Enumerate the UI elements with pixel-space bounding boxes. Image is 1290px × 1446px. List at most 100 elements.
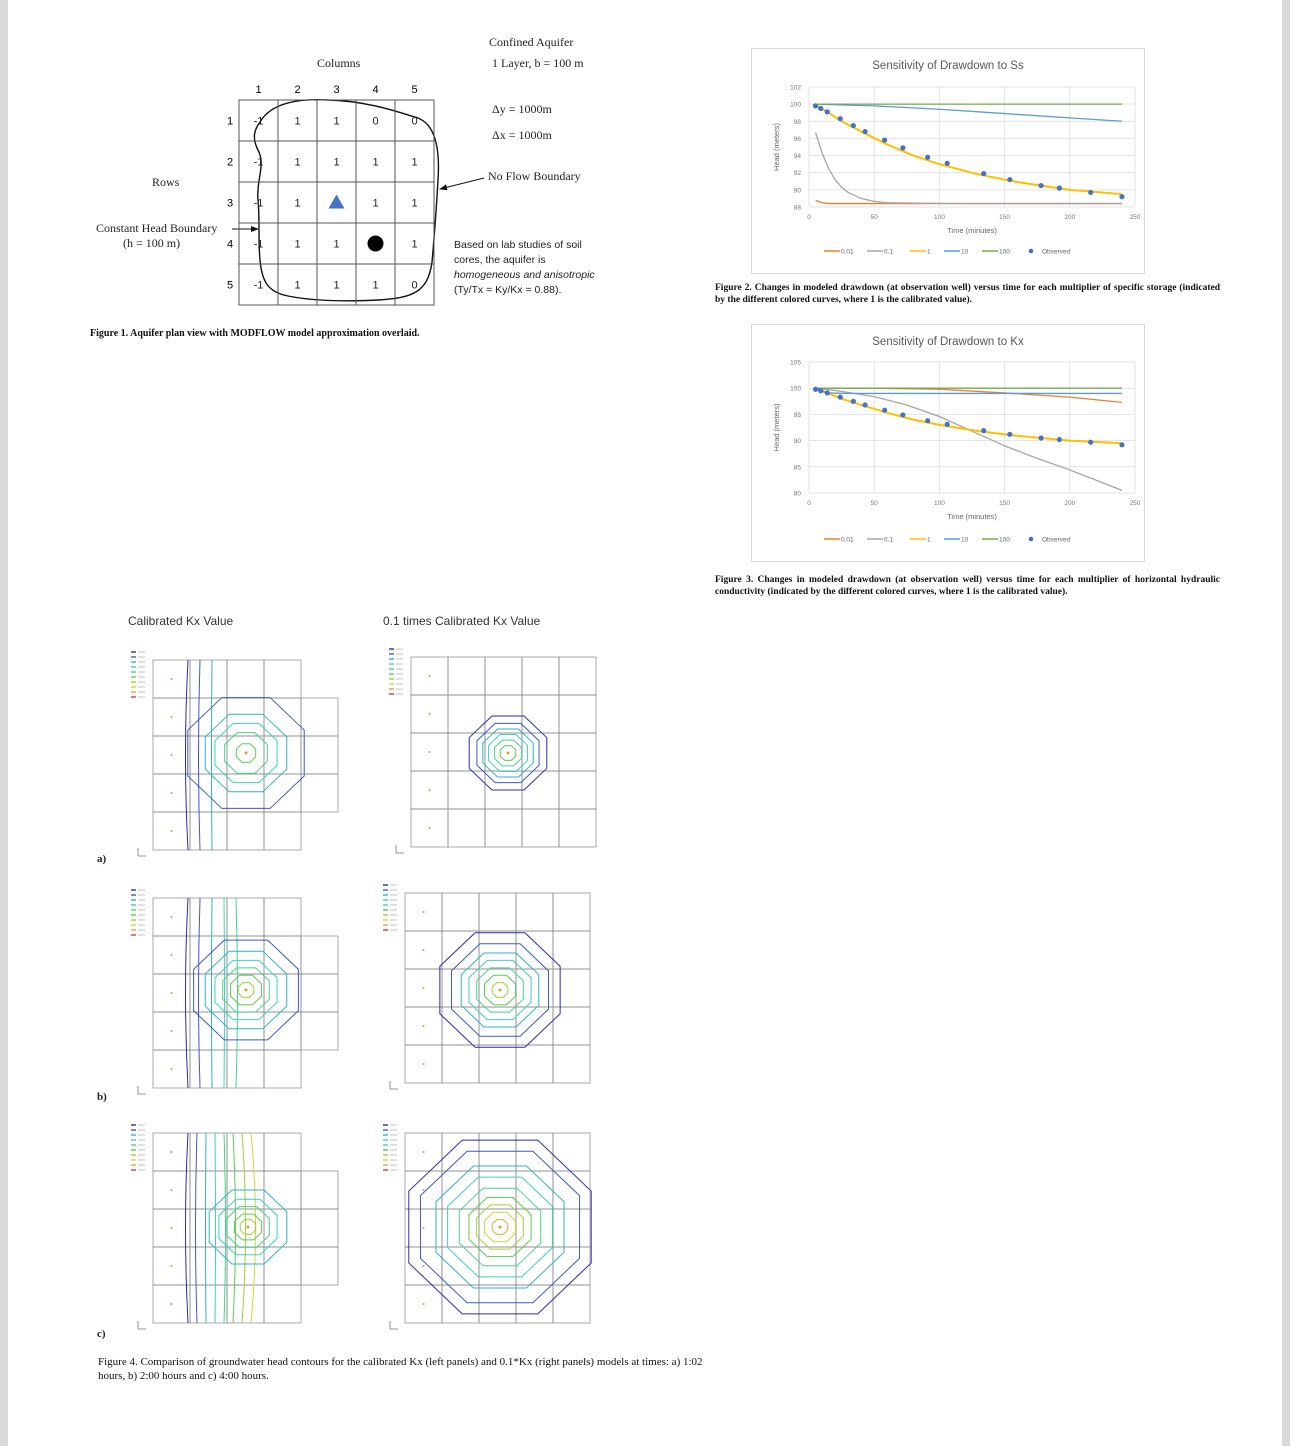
legend-label: 0.01 <box>841 249 854 256</box>
rows-label: Rows <box>152 175 180 189</box>
column-number: 3 <box>333 84 339 96</box>
no-flow-arrow <box>439 177 485 191</box>
row-number: 5 <box>227 280 233 292</box>
constant-head-marker <box>422 1025 425 1027</box>
constant-head-marker <box>170 954 173 956</box>
cell-value: 1 <box>411 198 417 210</box>
head-contour-ring <box>499 745 517 761</box>
model-grid-cell <box>558 770 597 810</box>
constant-head-marker <box>422 987 425 989</box>
column-number: 2 <box>294 84 300 96</box>
aquifer-boundary-outline <box>253 98 440 302</box>
head-contour-line <box>198 659 201 851</box>
model-grid-cell <box>552 930 591 970</box>
head-contour-ring <box>468 715 548 791</box>
constant-head-marker <box>170 754 173 756</box>
constant-head-marker <box>170 1068 173 1070</box>
head-contour-ring <box>208 1189 288 1265</box>
model-grid-cell <box>263 1246 302 1286</box>
constant-head-marker <box>170 1030 173 1032</box>
axis-orientation-icon <box>389 1081 398 1090</box>
series-line-1 <box>815 387 1123 445</box>
cell-value: 1 <box>294 116 300 128</box>
constant-head-marker <box>422 1265 425 1267</box>
grid-cell <box>394 263 435 306</box>
constant-head-marker <box>422 911 425 913</box>
cell-value: -1 <box>254 280 264 292</box>
observed-point <box>882 137 888 143</box>
observed-point <box>850 122 856 129</box>
model-grid-cell <box>226 1011 265 1051</box>
column-number: 5 <box>411 84 417 96</box>
model-grid-cell <box>558 656 597 696</box>
model-grid-cell <box>441 1170 480 1210</box>
head-contour-ring <box>224 732 268 774</box>
constant-head-marker <box>422 949 425 951</box>
chart-kx: Sensitivity of Drawdown to Kx 80 85 90 95 100… <box>751 324 1145 562</box>
legend-label: 100 <box>999 249 1010 256</box>
head-contour-ring <box>483 1211 517 1243</box>
column-number: 4 <box>372 84 378 96</box>
head-contour-line <box>223 897 225 1089</box>
model-grid-cell <box>300 973 339 1013</box>
constant-head-boundary-label: Constant Head Boundary <box>96 221 218 235</box>
constant-head-marker <box>428 675 431 677</box>
cell-value: -1 <box>254 116 264 128</box>
head-contour-ring <box>491 1219 509 1235</box>
head-contour-line <box>185 659 189 851</box>
cell-value: 1 <box>333 116 339 128</box>
observed-point <box>812 386 819 392</box>
constant-head-marker <box>422 1063 425 1065</box>
observed-point <box>812 103 819 109</box>
cell-value: 1 <box>372 280 378 292</box>
legend-label: 1 <box>927 537 931 544</box>
constant-head-marker <box>170 830 173 832</box>
head-contour-ring <box>460 952 540 1028</box>
model-grid-cell <box>441 1246 480 1286</box>
head-contour-line <box>185 1132 189 1324</box>
axis-orientation-icon <box>137 1086 146 1095</box>
head-contour-ring <box>229 974 263 1006</box>
model-grid-cell <box>515 1044 554 1084</box>
aquifer-note: Based on lab studies of soil cores, the … <box>454 238 595 298</box>
pumping-well-marker <box>498 988 502 992</box>
row-label-c: c) <box>97 1328 106 1340</box>
x-tick-label: 0 <box>807 500 811 507</box>
chart-ss: Sensitivity of Drawdown to Ss 88 90 92 94 96 9… <box>751 48 1145 274</box>
dx-label: Δx = 1000m <box>492 128 552 142</box>
head-contour-ring <box>491 982 509 998</box>
series-line-0.01 <box>815 387 1123 403</box>
observed-point <box>981 428 987 434</box>
x-tick-label: 200 <box>1064 214 1075 221</box>
model-grid-cell <box>189 1284 228 1324</box>
model-grid-cell <box>552 968 591 1008</box>
head-contour-ring <box>237 982 255 998</box>
legend-label: 0.01 <box>841 537 854 544</box>
model-grid-cell <box>189 1049 228 1089</box>
axis-orientation-icon <box>389 1321 398 1330</box>
head-contour-ring <box>488 734 528 772</box>
observed-point <box>1038 182 1044 189</box>
model-grid-cell <box>441 1284 480 1324</box>
series-line-1 <box>815 104 1123 196</box>
legend-label: 0.1 <box>884 249 893 256</box>
model-grid-cell <box>263 659 302 699</box>
model-grid-cell <box>300 1208 339 1248</box>
model-grid-cell <box>263 773 302 813</box>
column-number: 1 <box>255 84 261 96</box>
constant-head-marker <box>422 1303 425 1305</box>
observation-well-triangle-icon <box>328 194 345 209</box>
cell-value: 1 <box>411 239 417 251</box>
observed-point <box>1056 185 1062 191</box>
contour-panel <box>131 651 339 857</box>
cell-value: 1 <box>333 280 339 292</box>
model-grid-cell <box>263 1011 302 1051</box>
x-tick-label: 50 <box>871 214 879 221</box>
head-contour-line <box>195 1132 198 1324</box>
model-grid-cell <box>189 897 228 937</box>
model-grid-cell <box>515 1208 554 1248</box>
head-contour-ring <box>193 939 299 1041</box>
model-grid-cell <box>263 735 302 775</box>
contour-panel <box>131 889 339 1095</box>
row-label-a: a) <box>97 853 107 865</box>
